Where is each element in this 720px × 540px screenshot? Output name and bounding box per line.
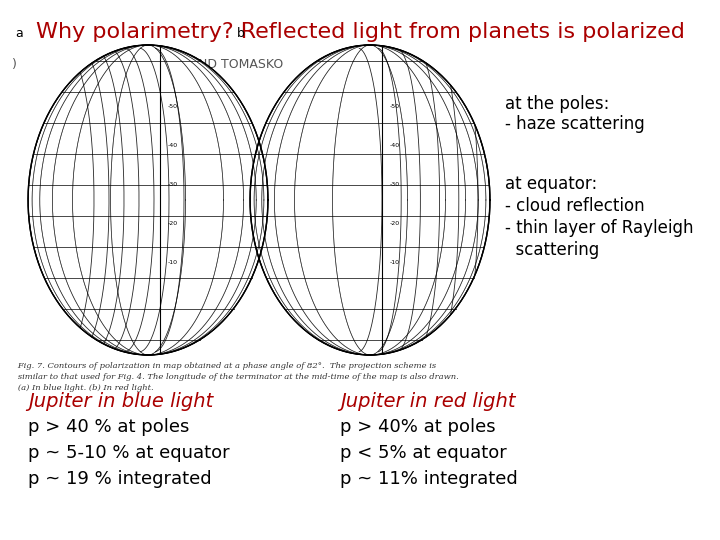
Text: Why polarimetry? Reflected light from planets is polarized: Why polarimetry? Reflected light from pl…: [35, 22, 685, 42]
Text: -50: -50: [390, 105, 400, 110]
Text: - cloud reflection: - cloud reflection: [505, 197, 644, 215]
Text: -30: -30: [390, 182, 400, 187]
Text: a: a: [15, 27, 23, 40]
Text: p ~ 11% integrated: p ~ 11% integrated: [340, 470, 518, 488]
Text: -50: -50: [168, 105, 178, 110]
Text: p < 5% at equator: p < 5% at equator: [340, 444, 507, 462]
Text: scattering: scattering: [505, 241, 599, 259]
Text: p > 40 % at poles: p > 40 % at poles: [28, 418, 189, 436]
Text: b: b: [237, 27, 245, 40]
Text: p > 40% at poles: p > 40% at poles: [340, 418, 495, 436]
Text: Fig. 7. Contours of polarization in map obtained at a phase angle of 82°.  The p: Fig. 7. Contours of polarization in map …: [10, 362, 459, 392]
Text: - haze scattering: - haze scattering: [505, 115, 644, 133]
Text: -40: -40: [168, 143, 178, 148]
Text: -20: -20: [390, 221, 400, 226]
Text: SMITH AND TOMASKO: SMITH AND TOMASKO: [146, 58, 284, 71]
Text: -20: -20: [168, 221, 178, 226]
Text: at the poles:: at the poles:: [505, 95, 609, 113]
Text: -30: -30: [168, 182, 178, 187]
Text: - thin layer of Rayleigh: - thin layer of Rayleigh: [505, 219, 693, 237]
Ellipse shape: [28, 45, 268, 355]
Text: p ~ 19 % integrated: p ~ 19 % integrated: [28, 470, 212, 488]
Text: at equator:: at equator:: [505, 175, 598, 193]
Text: ): ): [12, 58, 17, 71]
Text: Jupiter in red light: Jupiter in red light: [340, 392, 516, 411]
Text: -10: -10: [168, 260, 178, 265]
Text: -40: -40: [390, 143, 400, 148]
Text: Jupiter in blue light: Jupiter in blue light: [28, 392, 213, 411]
Text: -10: -10: [390, 260, 400, 265]
Ellipse shape: [250, 45, 490, 355]
Text: p ~ 5-10 % at equator: p ~ 5-10 % at equator: [28, 444, 230, 462]
